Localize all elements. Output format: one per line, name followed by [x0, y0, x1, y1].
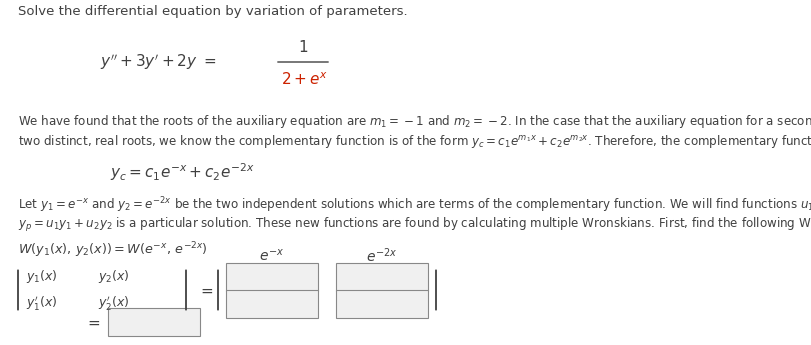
Text: $=$: $=$	[85, 315, 101, 329]
Bar	[336, 289, 427, 317]
Text: $e^{-2x}$: $e^{-2x}$	[366, 246, 397, 265]
Text: $1$: $1$	[298, 39, 307, 55]
Bar	[108, 308, 200, 336]
Bar	[225, 263, 318, 290]
Text: $y_1'(x)$: $y_1'(x)$	[26, 295, 58, 313]
Text: $y_2'(x)$: $y_2'(x)$	[98, 295, 130, 313]
Text: two distinct, real roots, we know the complementary function is of the form $y_c: two distinct, real roots, we know the co…	[18, 134, 811, 150]
Text: $=$: $=$	[198, 283, 214, 297]
Bar	[225, 289, 318, 317]
Text: $y_c = c_1 e^{-x} + c_2 e^{-2x}$: $y_c = c_1 e^{-x} + c_2 e^{-2x}$	[109, 161, 254, 183]
Text: $y_1(x)$: $y_1(x)$	[26, 268, 58, 285]
Text: $y'' + 3y' + 2y\ =$: $y'' + 3y' + 2y\ =$	[100, 52, 217, 72]
Text: $W(y_1(x),\, y_2(x)) = W(e^{-x},\, e^{-2x})$: $W(y_1(x),\, y_2(x)) = W(e^{-x},\, e^{-2…	[18, 240, 208, 260]
Text: Solve the differential equation by variation of parameters.: Solve the differential equation by varia…	[18, 6, 407, 19]
Text: $y_2(x)$: $y_2(x)$	[98, 268, 130, 285]
Text: $y_p = u_1y_1 + u_2y_2$ is a particular solution. These new functions are found : $y_p = u_1y_1 + u_2y_2$ is a particular …	[18, 216, 811, 234]
Text: $2 + e^x$: $2 + e^x$	[281, 72, 328, 88]
Bar	[336, 263, 427, 290]
Text: $e^{-x}$: $e^{-x}$	[259, 247, 284, 264]
Text: We have found that the roots of the auxiliary equation are $m_1 = -1$ and $m_2 =: We have found that the roots of the auxi…	[18, 114, 811, 130]
Text: Let $y_1 = e^{-x}$ and $y_2 = e^{-2x}$ be the two independent solutions which ar: Let $y_1 = e^{-x}$ and $y_2 = e^{-2x}$ b…	[18, 195, 811, 215]
